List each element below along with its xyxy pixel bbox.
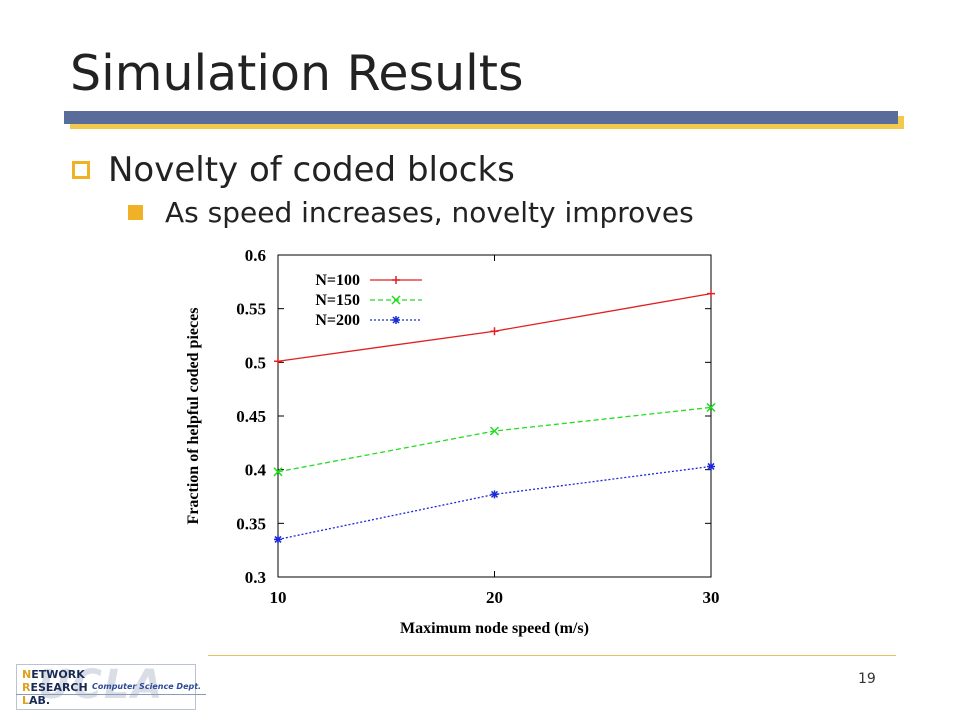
data-point	[707, 289, 715, 298]
logo-frame	[16, 664, 196, 710]
logo-wordmark: NETWORK RESEARCH LAB.	[22, 668, 88, 707]
y-axis-ticks: 0.3 0.35 0.4 0.45 0.5 0.55 0.6	[236, 246, 711, 587]
y-tick-label: 0.45	[236, 407, 266, 426]
logo-word-lab: AB.	[29, 694, 51, 707]
logo-rule	[16, 694, 206, 695]
bullet-level1-text: Novelty of coded blocks	[108, 150, 515, 190]
hollow-square-bullet-icon	[72, 161, 90, 179]
x-axis-label: Maximum node speed (m/s)	[400, 620, 589, 637]
logo-cap-n: N	[22, 668, 32, 681]
data-point	[490, 490, 499, 499]
logo-watermark: UCLA	[38, 662, 165, 708]
logo-word-research: ESEARCH	[30, 681, 88, 694]
data-point	[273, 467, 283, 477]
x-tick-label: 20	[486, 588, 503, 607]
series-line-n-200	[277, 465, 712, 541]
data-point	[707, 462, 715, 471]
y-tick-label: 0.3	[245, 568, 266, 587]
title-underline	[64, 111, 898, 124]
legend-marker	[392, 316, 400, 324]
legend-label: N=100	[315, 272, 360, 289]
data-point	[706, 402, 716, 412]
x-axis-ticks: 10 20 30	[270, 255, 720, 607]
series-line-n-150	[277, 406, 712, 473]
data-point	[490, 327, 499, 336]
y-tick-label: 0.4	[245, 461, 267, 480]
logo-word-network: ETWORK	[31, 668, 85, 681]
data-point	[274, 535, 282, 544]
legend-marker	[392, 276, 400, 284]
lab-logo: UCLA NETWORK RESEARCH LAB. Computer Scie…	[12, 660, 212, 712]
logo-dept-text: Computer Science Dept.	[92, 682, 202, 691]
slide-title: Simulation Results	[70, 45, 524, 102]
logo-cap-l: L	[22, 694, 30, 707]
legend-label: N=200	[315, 312, 360, 329]
series-group	[273, 289, 716, 544]
y-tick-label: 0.55	[236, 300, 266, 319]
footer-divider	[208, 655, 896, 656]
legend: N=100 N=150 N=200	[315, 272, 422, 329]
y-tick-label: 0.35	[236, 514, 266, 533]
y-tick-label: 0.5	[245, 353, 266, 372]
y-axis-label: Fraction of helpful coded pieces	[185, 308, 202, 525]
x-tick-label: 30	[703, 588, 720, 607]
line-chart: 0.30.350.40.450.50.550.6 10 20 30 N=100N=1…	[185, 246, 720, 637]
filled-square-bullet-icon	[128, 205, 143, 220]
data-point	[489, 426, 500, 436]
data-point	[274, 357, 282, 366]
bullet-level1: Novelty of coded blocks	[72, 150, 515, 190]
x-tick-label: 10	[270, 588, 287, 607]
bullet-level2: As speed increases, novelty improves	[128, 196, 694, 229]
logo-cap-r: R	[22, 681, 31, 694]
bullet-level2-text: As speed increases, novelty improves	[165, 196, 694, 229]
legend-label: N=150	[315, 292, 360, 309]
y-tick-label: 0.6	[245, 246, 266, 265]
legend-marker	[391, 295, 401, 305]
page-number: 19	[858, 671, 876, 687]
